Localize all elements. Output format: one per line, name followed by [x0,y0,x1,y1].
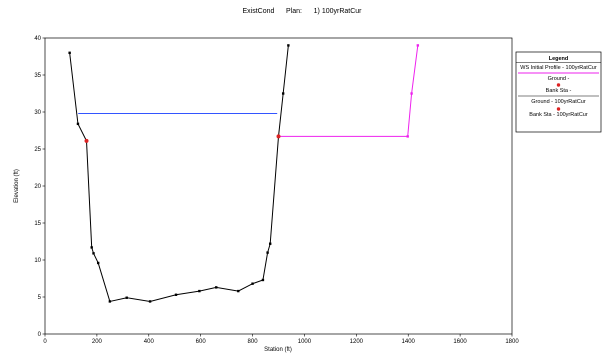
ground-point [266,251,269,254]
ground-alt-point [410,92,413,95]
y-tick-label: 25 [34,147,41,153]
ground-alt-point [416,44,420,47]
x-tick-label: 1000 [298,339,312,345]
ground-point [268,242,272,245]
ground-point [92,252,95,255]
y-axis: 0 5 10 15 20 25 30 35 40 [34,36,45,338]
legend-label-bank: Bank Sta - [546,88,572,94]
x-tick-label: 400 [144,339,155,345]
ground-point [68,51,71,54]
legend-title: Legend [549,56,569,62]
legend-swatch-bank [556,83,561,87]
series-layer [68,44,420,303]
ground-point [237,289,240,293]
x-tick-label: 1200 [350,339,364,345]
x-tick-label: 600 [196,339,207,345]
legend-label-ground-alt: Ground - 100yrRatCur [531,99,586,105]
ground-point [215,286,218,289]
ground-point [76,122,80,126]
y-tick-label: 15 [34,221,41,227]
y-tick-label: 5 [38,295,42,301]
bank-station-point [84,138,89,143]
ground-point [125,296,128,299]
y-axis-label: Elevation (ft) [14,169,20,203]
legend-label-ws: WS Initial Profile - 100yrRatCur [520,65,597,71]
x-axis: 0 200 400 600 800 1000 1200 1400 1600 1800 [43,334,519,345]
ground-alt-point [406,135,409,138]
ground-alt-line [278,45,419,137]
legend-label-ground: Ground - [548,76,570,82]
ground-point [281,92,285,95]
x-tick-label: 800 [248,339,259,345]
legend-box [515,51,602,133]
legend: Legend WS Initial Profile - 100yrRatCur … [515,51,602,133]
x-tick-label: 1400 [402,339,416,345]
y-tick-label: 35 [34,73,41,79]
y-tick-label: 20 [34,184,41,190]
ground-point [261,278,265,282]
y-tick-label: 30 [34,110,41,116]
ground-point [287,44,290,47]
ground-point [90,246,93,249]
x-tick-label: 1600 [453,339,467,345]
y-tick-label: 0 [38,332,42,338]
ground-point [198,289,201,293]
ground-point [251,282,254,285]
x-tick-label: 200 [92,339,103,345]
y-tick-label: 40 [34,36,41,42]
ground-point [96,261,100,265]
ground-point [108,300,112,303]
chart-title: ExistCond Plan: 1) 100yrRatCur [242,8,362,15]
x-axis-label: Station (ft) [264,347,292,353]
x-tick-label: 1800 [505,339,519,345]
ground-point [174,293,178,296]
legend-label-bank-alt: Bank Sta - 100yrRatCur [529,112,588,118]
y-tick-label: 10 [34,258,41,264]
x-tick-label: 0 [43,339,47,345]
legend-swatch-bank-alt [556,107,561,111]
bank-station-point [276,134,281,139]
ground-point [148,300,152,303]
